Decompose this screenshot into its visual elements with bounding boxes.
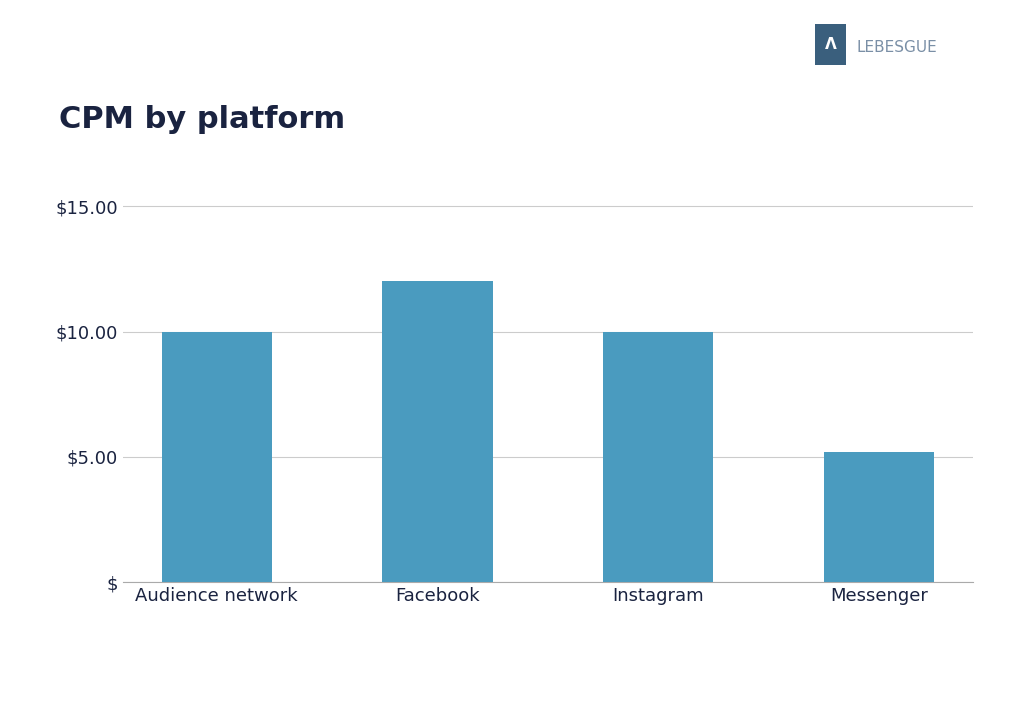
Text: Λ: Λ	[824, 37, 837, 53]
Bar	[382, 281, 493, 582]
Text: CPM by platform: CPM by platform	[59, 105, 345, 134]
Bar	[603, 332, 714, 582]
Bar	[823, 452, 934, 582]
Bar	[162, 332, 272, 582]
Text: LEBESGUE: LEBESGUE	[856, 40, 937, 55]
